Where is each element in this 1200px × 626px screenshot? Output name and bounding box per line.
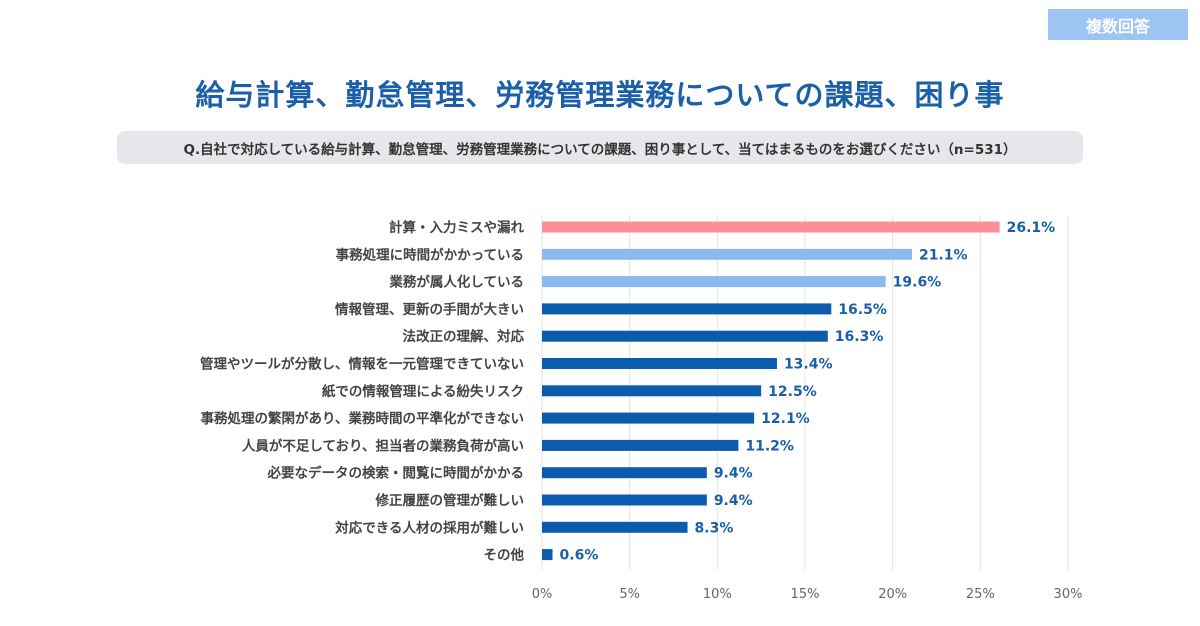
- bar: [542, 412, 755, 424]
- value-label: 11.2%: [745, 438, 794, 454]
- value-label: 0.6%: [560, 548, 599, 564]
- x-tick-label: 15%: [791, 587, 820, 602]
- value-label: 21.1%: [919, 247, 968, 263]
- value-label: 8.3%: [695, 520, 734, 536]
- bar: [542, 494, 707, 506]
- x-tick-label: 10%: [703, 587, 732, 602]
- bar: [542, 303, 832, 315]
- bar-layer: [542, 221, 1000, 561]
- bar: [542, 358, 777, 369]
- bar: [542, 276, 886, 288]
- category-label: 人員が不足しており、担当者の業務負荷が高い: [242, 437, 524, 454]
- bar: [542, 439, 739, 451]
- category-label: 事務処理の繁閑があり、業務時間の平準化ができない: [201, 410, 524, 427]
- label-layer: 0% 5% 10% 15% 20% 25% 30% 計算・入力ミスや漏れ 26.1% 事務処理に時…: [200, 219, 1082, 602]
- category-label: 事務処理に時間がかかっている: [336, 246, 524, 263]
- category-label: 業務が属人化している: [388, 274, 524, 291]
- category-label: 紙での情報管理による紛失リスク: [322, 383, 524, 400]
- x-tick-label: 5%: [619, 587, 640, 602]
- x-tick-label: 30%: [1054, 587, 1083, 602]
- bar: [542, 330, 828, 342]
- bar: [542, 221, 1000, 233]
- page-title: 給与計算、勤怠管理、労務管理業務についての課題、困り事: [195, 78, 1005, 112]
- category-label: 管理やツールが分散し、情報を一元管理できていない: [200, 356, 524, 373]
- value-label: 12.1%: [761, 411, 810, 427]
- bar: [542, 521, 688, 533]
- value-label: 26.1%: [1007, 220, 1056, 236]
- value-label: 16.3%: [835, 329, 884, 345]
- value-label: 19.6%: [893, 275, 942, 291]
- bar: [542, 549, 553, 561]
- bar: [542, 467, 707, 479]
- category-label: 計算・入力ミスや漏れ: [389, 219, 524, 236]
- category-label: 対応できる人材の採用が難しい: [334, 519, 524, 536]
- category-label: 情報管理、更新の手間が大きい: [335, 301, 524, 318]
- x-tick-label: 0%: [532, 587, 553, 602]
- x-tick-label: 20%: [878, 587, 907, 602]
- category-label: 必要なデータの検索・閲覧に時間がかかる: [267, 465, 525, 482]
- bar: [542, 385, 762, 397]
- value-label: 12.5%: [768, 384, 817, 400]
- multiple-answer-badge: 複数回答: [1048, 9, 1188, 40]
- bar: [542, 248, 912, 260]
- value-label: 9.4%: [714, 466, 753, 482]
- category-label: 修正履歴の管理が難しい: [375, 492, 525, 509]
- value-label: 9.4%: [714, 493, 753, 509]
- value-label: 13.4%: [784, 357, 833, 373]
- question-banner: Q.自社で対応している給与計算、勤怠管理、労務管理業務についての課題、困り事とし…: [117, 131, 1083, 164]
- category-label: 法改正の理解、対応: [403, 328, 525, 345]
- category-label: その他: [484, 547, 525, 564]
- x-tick-label: 25%: [966, 587, 995, 602]
- value-label: 16.5%: [838, 302, 887, 318]
